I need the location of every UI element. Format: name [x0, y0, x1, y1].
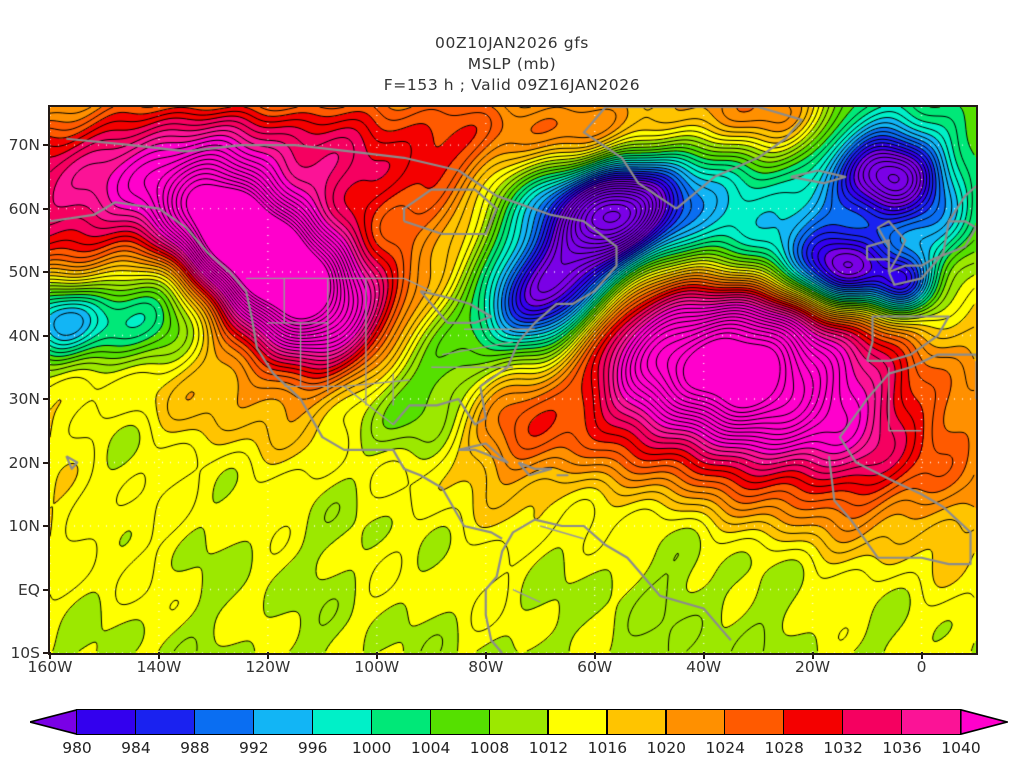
colorbar-tick-label-980: 980 — [62, 739, 92, 757]
colorbar-segment-4 — [311, 709, 372, 735]
y-tick-label-10S: 10S — [10, 644, 40, 662]
x-tick-label-100W: 100W — [354, 658, 400, 676]
x-tick-label-120W: 120W — [245, 658, 291, 676]
colorbar-segment-5 — [370, 709, 431, 735]
colorbar-tick-label-1000: 1000 — [351, 739, 392, 757]
colorbar-segment-11 — [724, 709, 785, 735]
map-plot-area — [48, 105, 978, 655]
colorbar-tick-label-984: 984 — [121, 739, 151, 757]
colorbar-tick-label-1040: 1040 — [941, 739, 981, 757]
colorbar-tick-label-1024: 1024 — [705, 739, 745, 757]
x-tick-label-20W: 20W — [795, 658, 831, 676]
title-line-field: MSLP (mb) — [467, 55, 557, 73]
mslp-contour-canvas — [50, 107, 976, 653]
colorbar-segment-8 — [547, 709, 608, 735]
colorbar-segment-10 — [665, 709, 726, 735]
y-tick-mark — [43, 461, 50, 464]
colorbar-tick-label-996: 996 — [297, 739, 328, 757]
colorbar-segment-13 — [842, 709, 903, 735]
x-tick-label-80W: 80W — [468, 658, 504, 676]
y-tick-mark — [43, 652, 50, 654]
x-tick-label-40W: 40W — [686, 658, 722, 676]
colorbar-tick-label-1004: 1004 — [410, 739, 451, 757]
x-tick-label-0: 0 — [916, 658, 927, 676]
figure-title: 00Z10JAN2026 gfs MSLP (mb) F=153 h ; Val… — [0, 33, 1024, 96]
x-tick-label-140W: 140W — [136, 658, 182, 676]
x-tick-label-160W: 160W — [27, 658, 73, 676]
y-tick-mark — [43, 271, 50, 274]
colorbar: 980 984 988 992 996 1000 1004 1008 1012 1016 1020 1… — [26, 708, 1011, 757]
y-tick-label-10N: 10N — [8, 517, 40, 536]
colorbar-tick-label-1020: 1020 — [646, 739, 687, 757]
y-tick-mark — [43, 398, 50, 401]
y-tick-label-40N: 40N — [8, 326, 40, 345]
colorbar-segment-14 — [901, 709, 961, 735]
colorbar-tick-label-1028: 1028 — [764, 739, 804, 757]
colorbar-under-cap — [26, 708, 78, 736]
x-tick-mark — [811, 652, 814, 659]
x-tick-mark — [702, 652, 705, 659]
x-tick-mark — [375, 652, 378, 659]
colorbar-tick-label-1036: 1036 — [882, 739, 922, 757]
colorbar-tick-label-1016: 1016 — [587, 739, 628, 757]
colorbar-tick-label-1012: 1012 — [528, 739, 569, 757]
y-tick-label-70N: 70N — [8, 136, 40, 155]
y-tick-mark — [43, 207, 50, 210]
colorbar-segment-2 — [194, 709, 254, 735]
x-tick-label-60W: 60W — [577, 658, 613, 676]
colorbar-segment-7 — [488, 709, 549, 735]
y-tick-label-30N: 30N — [8, 390, 40, 409]
y-tick-mark — [43, 334, 50, 337]
x-tick-mark — [484, 652, 487, 659]
colorbar-tick-label-988: 988 — [180, 739, 210, 757]
y-tick-mark — [43, 588, 50, 591]
title-line-model: 00Z10JAN2026 gfs — [435, 34, 589, 52]
x-tick-mark — [157, 652, 160, 659]
x-tick-mark — [266, 652, 269, 659]
x-tick-mark — [593, 652, 596, 659]
colorbar-segment-0 — [76, 709, 136, 735]
colorbar-segment-6 — [429, 709, 490, 735]
colorbar-segment-3 — [253, 709, 313, 735]
x-tick-mark — [920, 652, 923, 659]
y-tick-label-50N: 50N — [8, 263, 40, 282]
colorbar-tick-label-1032: 1032 — [823, 739, 863, 757]
colorbar-segment-1 — [135, 709, 195, 735]
x-tick-mark — [49, 652, 51, 659]
y-tick-mark — [43, 144, 50, 147]
y-tick-label-EQ: EQ — [18, 580, 40, 599]
y-tick-label-60N: 60N — [8, 199, 40, 218]
title-line-valid: F=153 h ; Valid 09Z16JAN2026 — [383, 76, 641, 94]
colorbar-tick-label-1008: 1008 — [469, 739, 510, 757]
colorbar-segment-12 — [783, 709, 844, 735]
colorbar-segment-9 — [606, 709, 667, 735]
y-tick-mark — [43, 525, 50, 528]
colorbar-over-cap — [960, 708, 1011, 736]
y-tick-label-20N: 20N — [8, 453, 40, 472]
colorbar-tick-label-992: 992 — [239, 739, 269, 757]
